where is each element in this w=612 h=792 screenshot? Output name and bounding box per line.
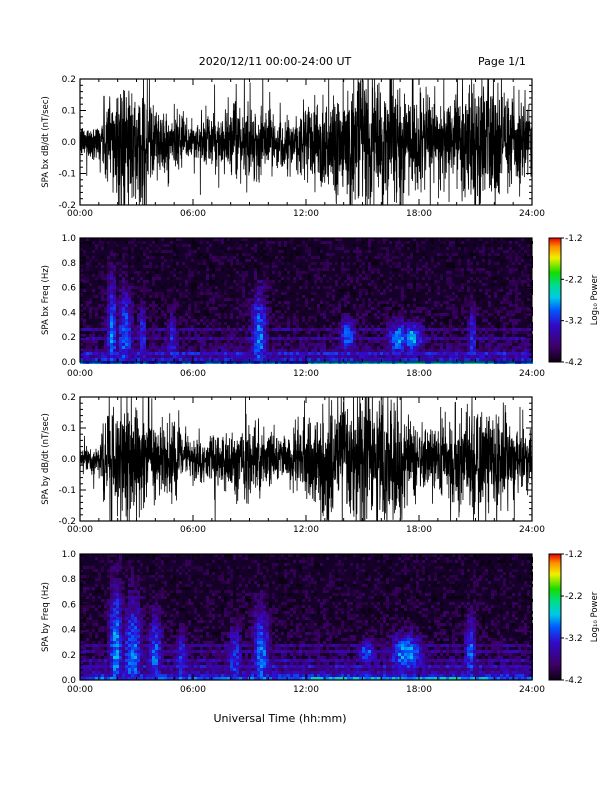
panel-by_freq: -1.2 -2.2 -3.2 -4.2 Log₁₀ Power 00:00 06:00 12:…	[41, 550, 600, 695]
panels: 00:00 06:00 12:00 18:00 24:00 -0.2 -0.1 0.0 0.1 0…	[41, 75, 600, 695]
colorbar-label: Log₁₀ Power	[590, 591, 600, 642]
y-axis-label: SPA by Freq (Hz)	[41, 582, 51, 652]
x-tick-label: 12:00	[293, 685, 319, 695]
x-tick-label: 00:00	[67, 525, 93, 535]
y-tick-label: 0.1	[62, 107, 76, 117]
x-tick-label: 06:00	[180, 369, 206, 379]
colorbar-tick-label: -2.2	[565, 592, 583, 602]
x-tick-label: 12:00	[293, 369, 319, 379]
y-tick-label: -0.2	[58, 201, 76, 211]
x-tick-label: 12:00	[293, 209, 319, 219]
y-tick-label: 0.2	[62, 75, 76, 85]
colorbar-tick-label: -1.2	[565, 550, 583, 560]
y-tick-label: 1.0	[62, 550, 77, 560]
panel-bx_freq: -1.2 -2.2 -3.2 -4.2 Log₁₀ Power 00:00 06:00 12:…	[41, 234, 600, 379]
y-axis-label: SPA bx Freq (Hz)	[41, 265, 51, 335]
x-tick-label: 06:00	[180, 209, 206, 219]
y-tick-label: 0.8	[62, 575, 77, 585]
y-tick-label: 0.2	[62, 333, 76, 343]
heatmap-cells	[80, 554, 533, 680]
y-tick-label: 0.0	[62, 676, 77, 686]
y-tick-label: 0.2	[62, 393, 76, 403]
page-indicator: Page 1/1	[478, 55, 526, 68]
colorbar-label: Log₁₀ Power	[590, 274, 600, 325]
y-tick-label: 0.2	[62, 651, 76, 661]
panel-by_dbdt: 00:00 06:00 12:00 18:00 24:00 -0.2 -0.1 0.0 0.1 0…	[41, 393, 545, 535]
y-tick-label: 0.0	[62, 455, 77, 465]
series-line	[80, 397, 532, 521]
x-axis-title: Universal Time (hh:mm)	[214, 712, 347, 725]
x-tick-label: 24:00	[519, 369, 545, 379]
colorbar	[548, 553, 562, 681]
y-tick-label: -0.2	[58, 517, 76, 527]
x-tick-label: 06:00	[180, 685, 206, 695]
plot-title: 2020/12/11 00:00-24:00 UT	[199, 55, 352, 68]
colorbar-tick-label: -3.2	[565, 317, 583, 327]
x-tick-label: 00:00	[67, 369, 93, 379]
series-line	[80, 79, 532, 205]
x-tick-label: 18:00	[406, 685, 432, 695]
x-tick-label: 00:00	[67, 209, 93, 219]
colorbar-tick-label: -2.2	[565, 275, 583, 285]
y-tick-label: 0.1	[62, 424, 76, 434]
colorbar-tick-label: -4.2	[565, 676, 583, 686]
colorbar	[548, 237, 562, 363]
colorbar-tick-label: -3.2	[565, 634, 583, 644]
x-tick-label: 12:00	[293, 525, 319, 535]
y-tick-label: 0.8	[62, 259, 77, 269]
x-tick-label: 06:00	[180, 525, 206, 535]
y-tick-label: 0.0	[62, 138, 77, 148]
heatmap-cells	[80, 238, 533, 364]
x-tick-label: 18:00	[406, 209, 432, 219]
y-tick-label: -0.1	[58, 486, 76, 496]
y-tick-label: 0.4	[62, 626, 77, 636]
y-tick-label: 1.0	[62, 234, 77, 244]
y-tick-label: 0.6	[62, 600, 77, 610]
y-axis-label: SPA bx dB/dt (nT/sec)	[41, 96, 51, 188]
y-tick-label: 0.6	[62, 284, 77, 294]
x-tick-label: 18:00	[406, 369, 432, 379]
colorbar-tick-label: -4.2	[565, 358, 583, 368]
panel-bx_dbdt: 00:00 06:00 12:00 18:00 24:00 -0.2 -0.1 0.0 0.1 0…	[41, 75, 545, 219]
y-tick-label: 0.4	[62, 308, 77, 318]
x-tick-label: 24:00	[519, 209, 545, 219]
x-tick-label: 18:00	[406, 525, 432, 535]
colorbar-tick-label: -1.2	[565, 234, 583, 244]
x-tick-label: 24:00	[519, 525, 545, 535]
y-axis-label: SPA by dB/dt (nT/sec)	[41, 413, 51, 505]
x-tick-label: 00:00	[67, 685, 93, 695]
y-tick-label: -0.1	[58, 170, 76, 180]
y-tick-label: 0.0	[62, 358, 77, 368]
x-tick-label: 24:00	[519, 685, 545, 695]
